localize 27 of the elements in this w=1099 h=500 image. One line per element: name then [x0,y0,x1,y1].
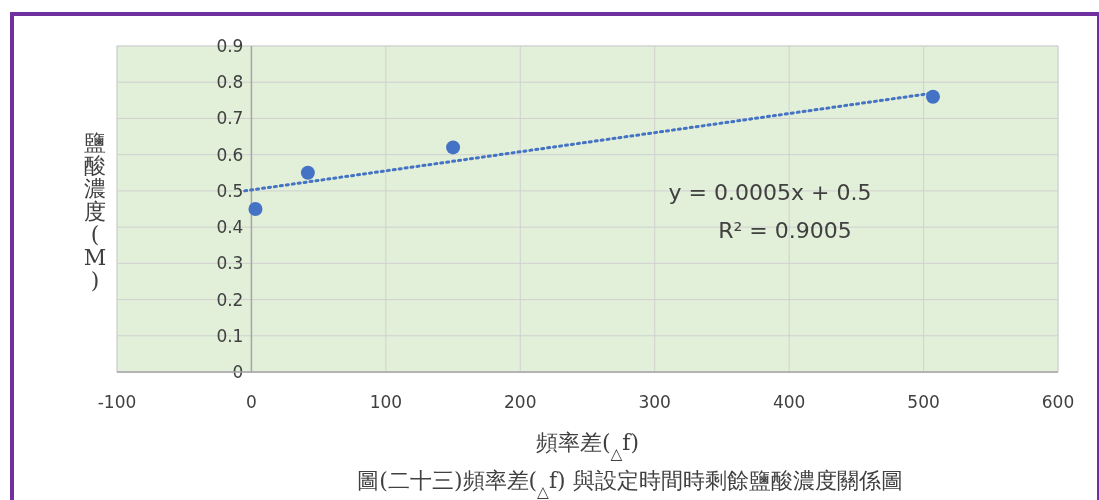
y-tick-label: 0.8 [216,72,244,93]
point [925,89,940,104]
annotation: R² = 0.9005 [718,218,852,243]
x-tick-label: 200 [504,392,537,412]
x-tick-label: 400 [772,392,806,412]
y-tick-label: 0.2 [216,289,244,310]
point [446,140,461,155]
point [300,165,315,180]
y-tick-label: 0.4 [216,217,244,238]
x-tick-label: 0 [246,392,257,412]
y-tick-label: 0.7 [216,108,244,129]
y-tick-label: 0.6 [216,144,244,165]
point [248,202,263,216]
y-tick-label: 0.3 [216,253,244,274]
x-tick-label: 600 [1041,392,1075,412]
y-tick-label: 0 [232,362,244,382]
x-tick-label: 100 [369,392,403,412]
y-tick-label: 0.5 [216,180,244,201]
y-axis-title: 鹽酸濃度(M) [83,130,107,293]
x-tick-label: -100 [97,392,137,412]
x-axis-title: 頻率差($_{△}$f) [535,430,640,463]
y-tick-label: 0.1 [216,325,244,346]
x-tick-label: 300 [638,392,671,412]
annotation: y = 0.0005x + 0.5 [668,180,872,205]
x-tick-label: 500 [907,392,940,412]
text: 圖(二十三)頻率差($_{△}$f) 與設定時間時剩餘鹽酸濃度關係圖 [357,468,903,500]
y-tick-label: 0.9 [216,36,244,56]
